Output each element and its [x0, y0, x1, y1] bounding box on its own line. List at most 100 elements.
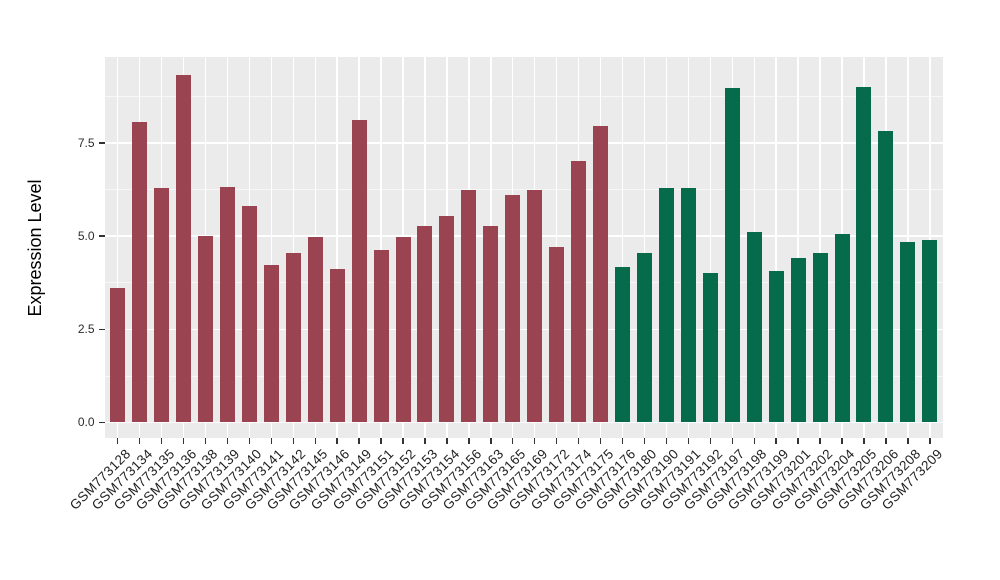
gridline-major-x: [621, 57, 624, 438]
bar: [615, 267, 631, 423]
y-tick-label: 5.0: [77, 229, 95, 244]
bar: [527, 190, 543, 423]
x-axis-tick: [929, 438, 931, 444]
x-axis-tick: [358, 438, 360, 444]
x-axis-tick: [292, 438, 294, 444]
x-axis-tick: [775, 438, 777, 444]
bar: [790, 258, 806, 423]
bar: [900, 242, 916, 423]
x-axis-tick: [797, 438, 799, 444]
x-axis-tick: [599, 438, 602, 444]
bar: [285, 252, 301, 423]
x-axis-tick: [204, 438, 207, 444]
y-tick-label: 7.5: [77, 136, 95, 151]
bar: [922, 240, 938, 423]
x-axis-tick: [687, 438, 690, 444]
x-axis-tick: [753, 438, 755, 444]
bar: [439, 216, 455, 423]
bar: [395, 236, 411, 423]
x-axis-tick: [709, 438, 712, 444]
y-axis-tick: [99, 328, 105, 330]
y-axis-tick: [99, 142, 105, 144]
y-axis-tick: [99, 235, 105, 237]
x-axis-tick: [424, 438, 426, 444]
bar: [263, 265, 279, 423]
x-axis-tick: [643, 438, 646, 444]
gridline-minor-y: [104, 282, 943, 284]
bar: [812, 252, 828, 423]
gridline-major-y: [104, 328, 943, 330]
x-axis-tick: [226, 438, 229, 444]
x-axis-tick: [182, 438, 185, 444]
gridline-major-x: [270, 57, 272, 438]
x-axis-tick: [314, 438, 316, 444]
gridline-major-x: [116, 57, 119, 438]
bar: [680, 187, 696, 423]
x-axis-tick: [534, 438, 536, 444]
y-tick-label: 2.5: [77, 322, 95, 337]
x-axis-tick: [336, 438, 338, 444]
gridline-major-x: [797, 57, 799, 438]
x-axis-tick: [863, 438, 865, 444]
gridline-major-x: [819, 57, 821, 438]
bar: [768, 270, 784, 423]
gridline-major-y: [104, 142, 943, 144]
bar: [636, 252, 652, 423]
gridline-major-x: [643, 57, 646, 438]
bar: [461, 190, 477, 423]
x-axis-tick: [116, 438, 119, 444]
x-axis-tick: [621, 438, 624, 444]
bar: [505, 194, 521, 423]
x-axis-tick: [907, 438, 909, 444]
bar: [417, 226, 433, 423]
x-axis-tick: [160, 438, 163, 444]
bar: [241, 205, 257, 423]
x-axis-tick: [446, 438, 448, 444]
x-axis-tick: [138, 438, 141, 444]
bar: [132, 122, 148, 423]
gridline-major-y: [104, 235, 943, 237]
bar: [154, 187, 170, 423]
bar: [658, 188, 674, 423]
x-axis-tick: [248, 438, 251, 444]
y-axis-title: Expression Level: [25, 178, 45, 317]
x-axis-tick: [885, 438, 887, 444]
bar: [571, 160, 587, 423]
x-axis-tick: [819, 438, 821, 444]
bar: [351, 119, 367, 423]
bar: [834, 233, 850, 423]
x-axis-tick: [577, 438, 580, 444]
bar: [329, 268, 345, 423]
gridline-major-x: [775, 57, 777, 438]
bar: [856, 86, 872, 423]
x-axis-tick: [841, 438, 843, 444]
bar: [307, 236, 323, 423]
bar: [746, 232, 762, 423]
gridline-minor-y: [104, 96, 943, 97]
x-axis-tick: [665, 438, 668, 444]
bar: [702, 273, 718, 423]
x-axis-tick: [512, 438, 514, 444]
x-axis-tick: [468, 438, 470, 444]
x-axis-tick: [380, 438, 382, 444]
x-axis-tick: [270, 438, 272, 444]
gridline-major-y: [104, 421, 943, 424]
gridline-minor-y: [104, 375, 943, 377]
bar: [373, 250, 389, 423]
bar: [219, 187, 235, 423]
bar: [593, 125, 609, 423]
bar: [197, 236, 213, 423]
x-axis-tick: [402, 438, 404, 444]
gridline-major-x: [292, 57, 294, 438]
bar: [110, 287, 126, 423]
y-tick-label: 0.0: [77, 415, 95, 430]
bar: [549, 247, 565, 423]
bar: [878, 131, 894, 423]
x-axis-tick: [731, 438, 733, 444]
gridline-minor-y: [104, 189, 943, 191]
x-axis-tick: [555, 438, 558, 444]
gridline-major-x: [336, 57, 338, 438]
bar: [483, 226, 499, 423]
bar: [724, 87, 740, 423]
